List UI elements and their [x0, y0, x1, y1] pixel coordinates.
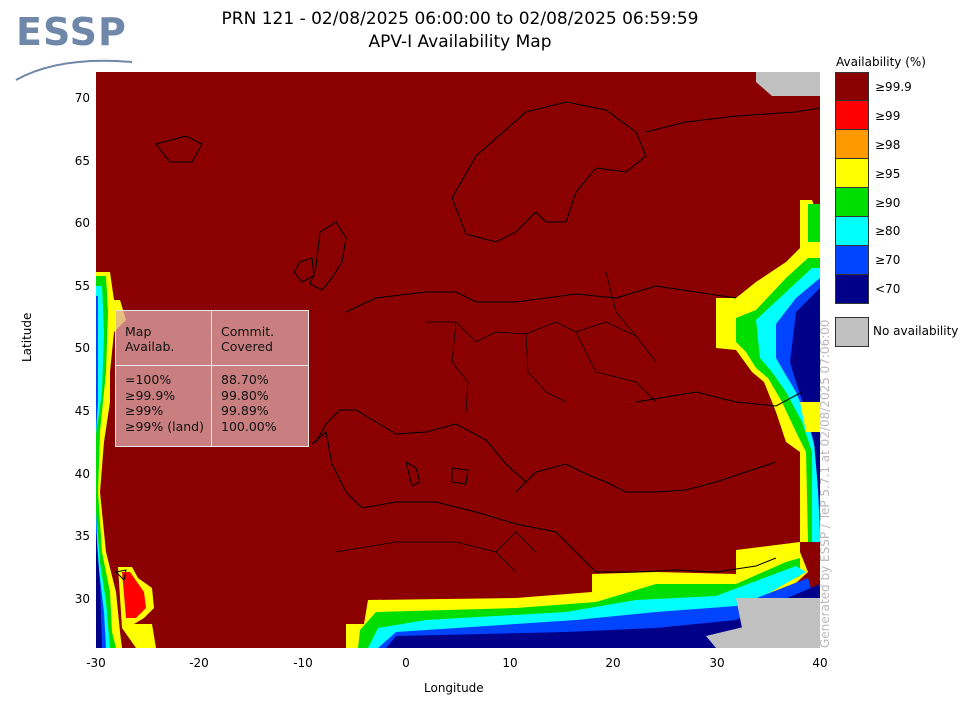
map-subtitle: APV-I Availability Map — [368, 32, 552, 52]
no-availability-ne — [756, 72, 820, 96]
logo-arc-icon — [15, 59, 133, 81]
legend-swatch — [835, 246, 869, 275]
xtick-label: 30 — [709, 656, 725, 670]
x-axis-label: Longitude — [424, 681, 484, 695]
legend-label: ≥99.9 — [875, 80, 912, 94]
coastlines — [114, 101, 820, 582]
level-cell: ≥99% — [125, 403, 164, 418]
xtick-label: -30 — [86, 656, 106, 670]
legend-label: ≥90 — [875, 196, 901, 210]
ytick-label: 35 — [74, 529, 90, 543]
ytick-label: 70 — [74, 91, 90, 105]
legend-swatch — [835, 275, 869, 304]
covered-cell: 99.89% — [221, 403, 269, 418]
generation-credit: Generated by ESSP / TeP 5.7.1 at 02/08/2… — [818, 319, 832, 648]
ytick-label: 45 — [74, 404, 90, 418]
legend-swatch — [835, 217, 869, 246]
covered-cell: 99.80% — [221, 387, 269, 403]
header-map-availability: Map Availab. — [125, 324, 175, 354]
legend-swatch — [835, 72, 869, 101]
table-divider — [116, 365, 308, 366]
ytick-label: 30 — [74, 592, 90, 606]
coverage-stats-table: Map Availab. Commit. Covered =100% ≥99.9… — [115, 310, 309, 447]
table-divider — [211, 311, 212, 446]
levels-column: =100% ≥99.9% ≥99% ≥99% (land) — [125, 372, 204, 434]
legend-label: ≥99 — [875, 109, 901, 123]
country-borders — [335, 271, 657, 573]
legend-label: ≥95 — [875, 167, 901, 181]
legend-swatch — [835, 159, 869, 188]
no-availability-swatch — [835, 317, 869, 347]
ytick-label: 65 — [74, 154, 90, 168]
covered-cell: 88.70% — [221, 372, 269, 387]
ytick-label: 50 — [74, 341, 90, 355]
legend-label: ≥98 — [875, 138, 901, 152]
level-cell: ≥99.9% — [125, 387, 176, 403]
xtick-label: -20 — [189, 656, 209, 670]
ytick-label: 40 — [74, 467, 90, 481]
level-cell: =100% — [125, 372, 172, 387]
legend-swatch — [835, 188, 869, 217]
ytick-label: 60 — [74, 216, 90, 230]
south-degradation-band — [346, 542, 820, 648]
legend-color-bar — [835, 72, 869, 304]
y-axis-label: Latitude — [20, 312, 34, 362]
no-availability-label: No availability — [873, 324, 959, 338]
covered-cell: 100.00% — [221, 418, 277, 434]
xtick-label: 40 — [812, 656, 828, 670]
header-committed-covered: Commit. Covered — [221, 324, 275, 354]
xtick-label: 20 — [605, 656, 621, 670]
covered-column: 88.70% 99.80% 99.89% 100.00% — [221, 372, 277, 434]
logo-text: ESSP — [16, 10, 127, 54]
east-degradation-band — [716, 200, 820, 542]
xtick-label: -10 — [293, 656, 313, 670]
west-degradation-band — [96, 272, 156, 648]
legend-swatch — [835, 101, 869, 130]
legend-title: Availability (%) — [836, 55, 926, 69]
essp-logo: ESSP — [14, 10, 134, 82]
ytick-label: 55 — [74, 279, 90, 293]
xtick-label: 10 — [502, 656, 518, 670]
legend-label: ≥70 — [875, 253, 901, 267]
level-cell: ≥99% (land) — [125, 418, 204, 434]
map-title: PRN 121 - 02/08/2025 06:00:00 to 02/08/2… — [221, 9, 699, 29]
legend-swatch — [835, 130, 869, 159]
legend-label: ≥80 — [875, 224, 901, 238]
legend-label: <70 — [875, 282, 901, 296]
xtick-label: 0 — [402, 656, 410, 670]
